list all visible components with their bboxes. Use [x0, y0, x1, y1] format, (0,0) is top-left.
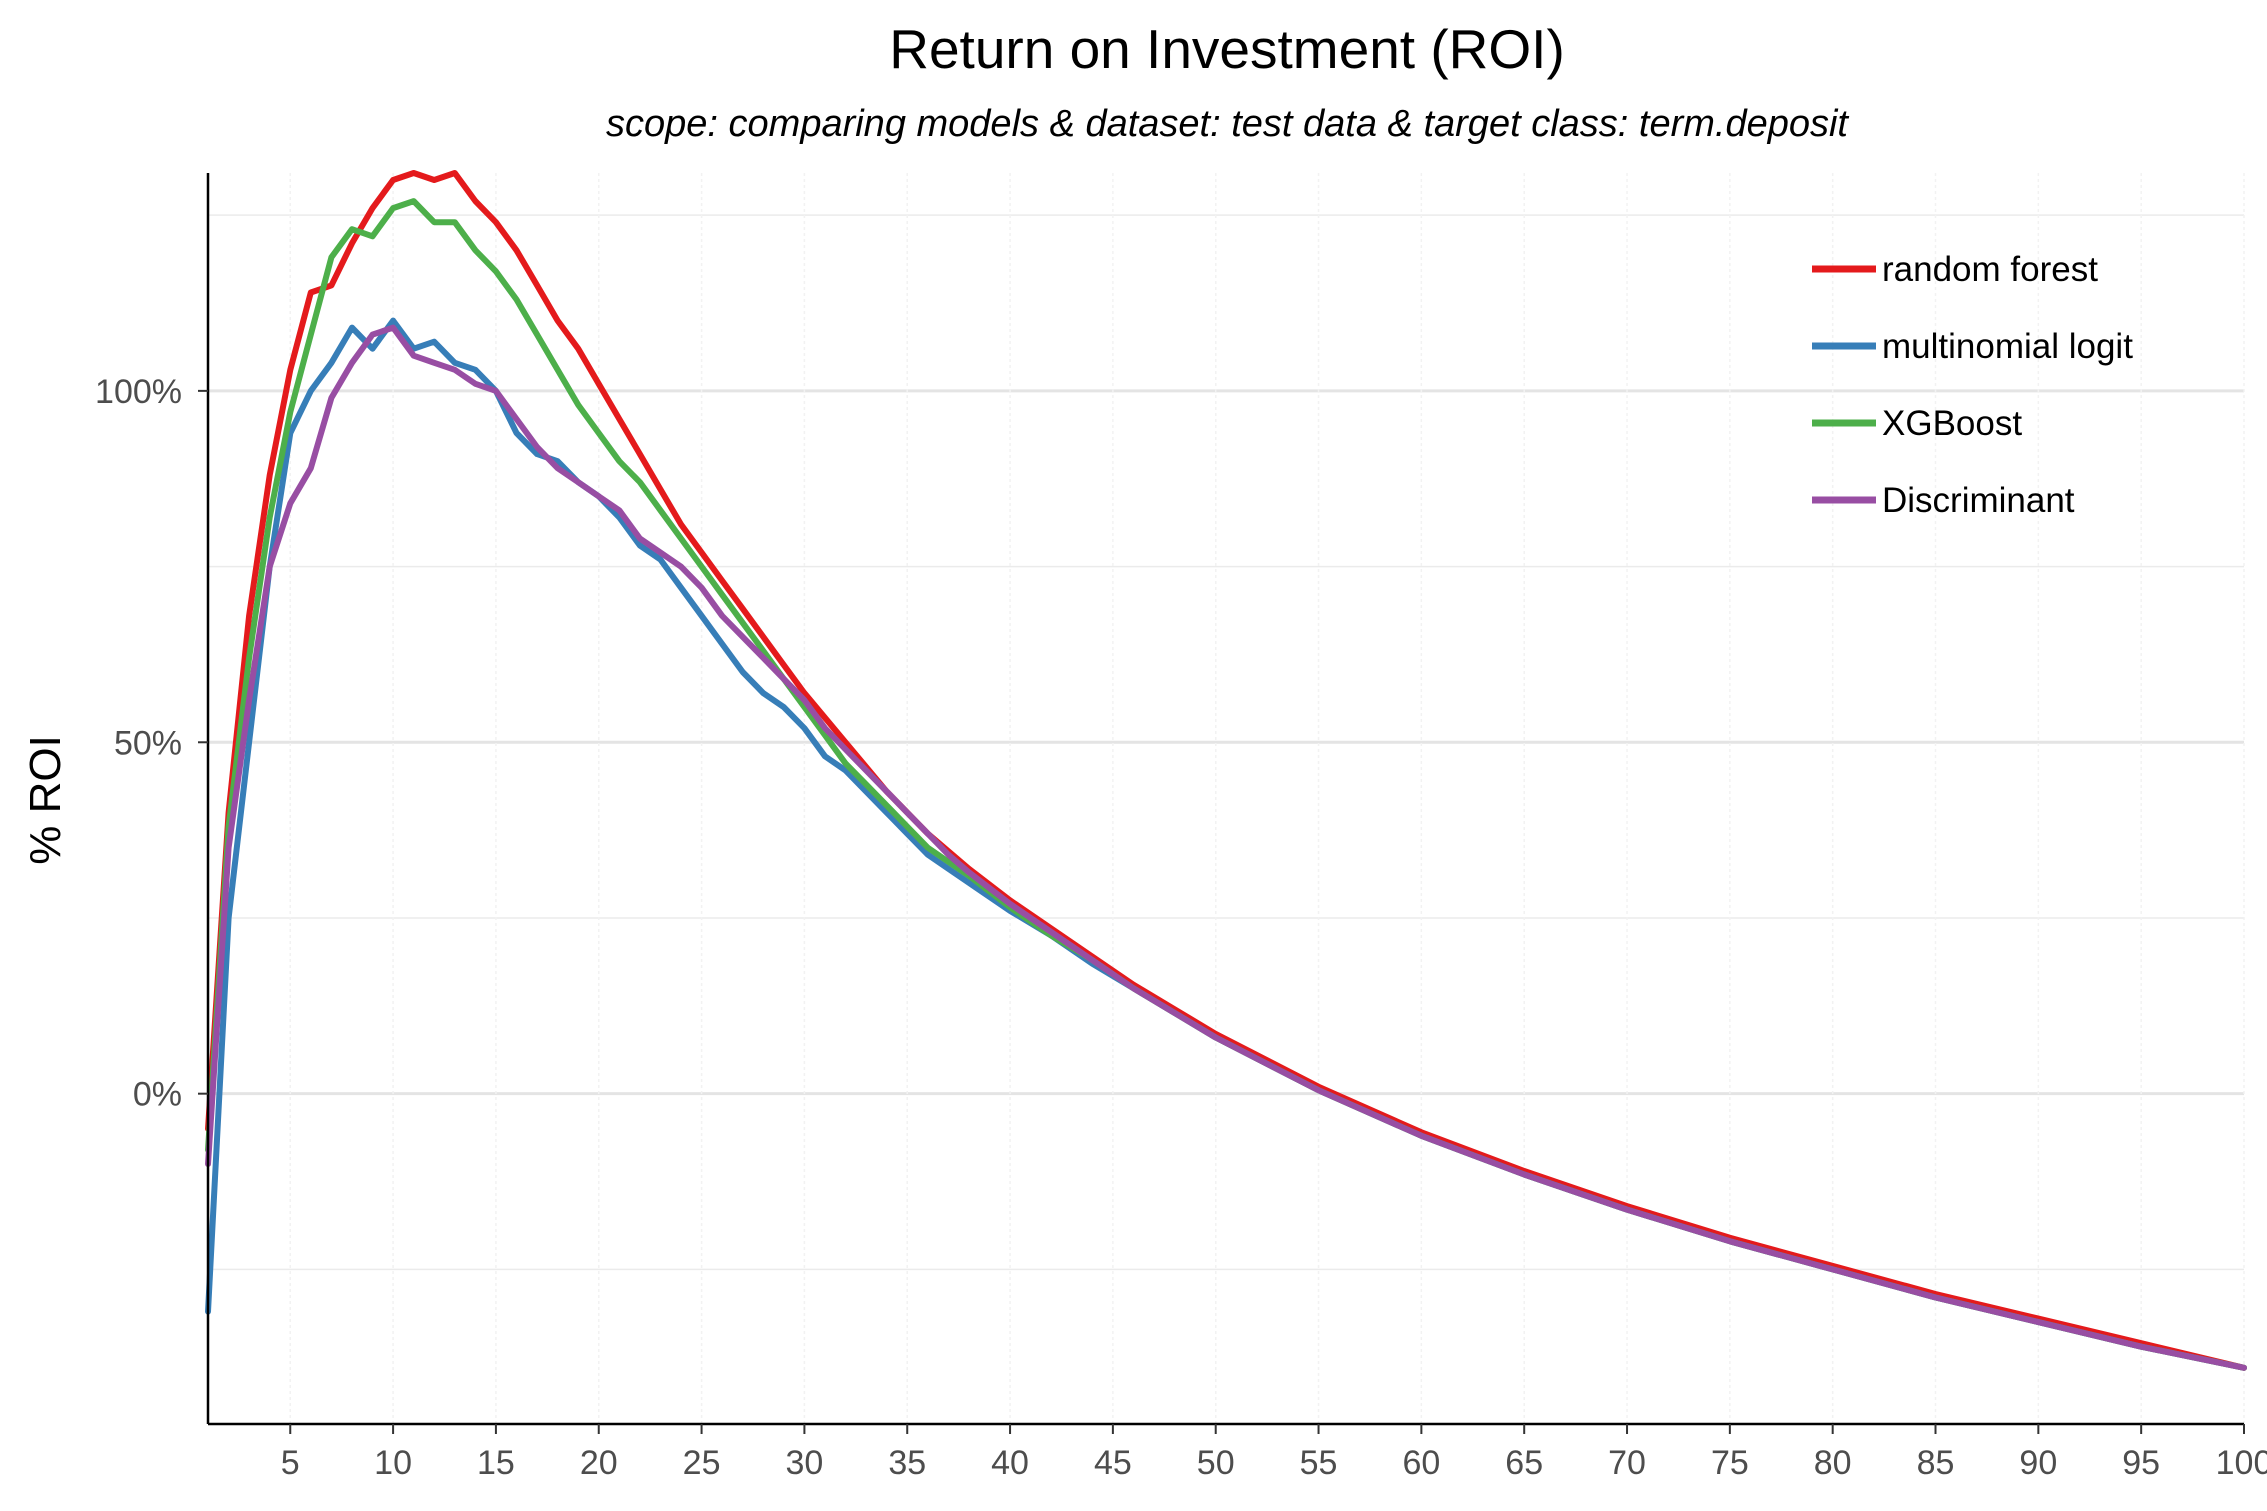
x-tick-label: 100	[2216, 1444, 2267, 1482]
x-tick-label: 40	[991, 1444, 1029, 1482]
tick-labels: 5 10 15 20 25 30 35 40 45 50 55 60 65 70 75 80 85 90 95 100…	[95, 373, 2267, 1482]
y-tick-label: 50%	[114, 724, 182, 762]
x-tick-label: 95	[2122, 1444, 2160, 1482]
x-tick-label: 35	[888, 1444, 926, 1482]
legend-label: XGBoost	[1882, 404, 2022, 443]
x-tick-label: 20	[580, 1444, 618, 1482]
chart-title: Return on Investment (ROI)	[889, 18, 1565, 80]
x-tick-label: 5	[281, 1444, 300, 1482]
x-tick-label: 65	[1505, 1444, 1543, 1482]
axes	[206, 173, 2244, 1426]
x-tick-label: 75	[1711, 1444, 1749, 1482]
x-tick-label: 50	[1197, 1444, 1235, 1482]
series-line	[205, 324, 2247, 1371]
legend-label: multinomial logit	[1882, 327, 2133, 366]
x-tick-label: 85	[1917, 1444, 1955, 1482]
x-tick-label: 80	[1814, 1444, 1852, 1482]
x-tick-label: 25	[683, 1444, 721, 1482]
x-tick-label: 10	[374, 1444, 412, 1482]
x-tick-label: 30	[785, 1444, 823, 1482]
x-tick-label: 55	[1300, 1444, 1338, 1482]
x-tick-label: 70	[1608, 1444, 1646, 1482]
grid-lines	[208, 173, 2245, 1424]
chart-subtitle: scope: comparing models & dataset: test …	[606, 103, 1849, 145]
x-tick-label: 45	[1094, 1444, 1132, 1482]
legend-label: random forest	[1882, 250, 2098, 289]
y-tick-label: 0%	[133, 1076, 182, 1114]
series-line	[205, 170, 2247, 1371]
legend-label: Discriminant	[1882, 481, 2075, 520]
y-axis-label: % ROI	[21, 735, 70, 865]
x-tick-label: 90	[2019, 1444, 2057, 1482]
legend: random forest multinomial logit XGBoost Dis…	[1812, 250, 2133, 520]
y-tick-label: 100%	[95, 373, 182, 411]
series-lines	[205, 170, 2247, 1371]
x-tick-label: 15	[477, 1444, 515, 1482]
x-tick-label: 60	[1402, 1444, 1440, 1482]
